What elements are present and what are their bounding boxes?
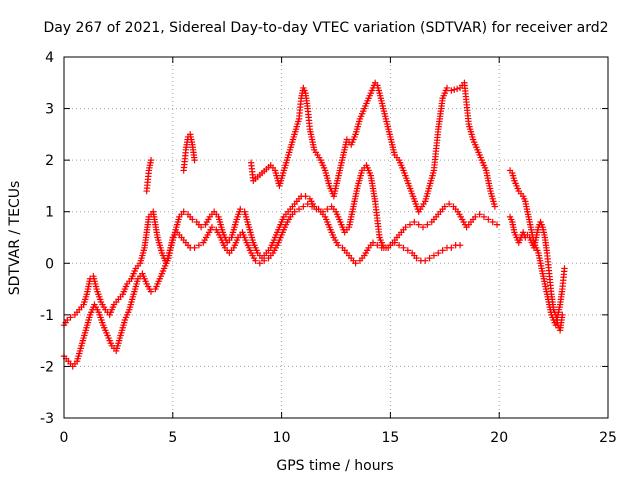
x-tick-label: 0 xyxy=(60,430,69,446)
data-point xyxy=(430,252,438,259)
data-point xyxy=(191,156,198,164)
data-point xyxy=(411,218,418,226)
data-point xyxy=(374,242,381,249)
data-point xyxy=(334,242,342,249)
data-point xyxy=(382,244,390,252)
data-point xyxy=(308,203,316,210)
data-point xyxy=(419,223,427,231)
data-point xyxy=(453,85,461,93)
x-tick-label: 25 xyxy=(599,430,617,446)
plot-frame xyxy=(63,56,609,419)
x-tick-label: 15 xyxy=(381,430,399,446)
data-point xyxy=(180,208,187,215)
data-point xyxy=(476,211,483,218)
data-point xyxy=(352,260,359,267)
data-point xyxy=(445,200,453,208)
data-point xyxy=(189,216,196,223)
points-layer xyxy=(60,79,568,370)
data-point xyxy=(195,242,203,249)
data-point xyxy=(147,156,155,164)
data-point xyxy=(400,244,407,252)
y-tick-label: 0 xyxy=(45,256,54,272)
data-point xyxy=(67,314,74,321)
data-point xyxy=(480,213,488,221)
data-point xyxy=(439,247,446,254)
x-tick-label: 10 xyxy=(273,430,291,446)
data-point xyxy=(441,203,448,210)
data-point xyxy=(402,223,409,231)
data-point xyxy=(456,242,464,249)
data-point xyxy=(260,257,268,264)
data-point xyxy=(302,193,309,200)
data-point xyxy=(191,244,198,252)
chart-title: Day 267 of 2021, Sidereal Day-to-day VTE… xyxy=(43,20,608,36)
x-tick-label: 20 xyxy=(490,430,508,446)
data-point xyxy=(489,218,496,226)
y-tick-label: -1 xyxy=(40,308,54,324)
data-point xyxy=(295,205,303,213)
x-axis-label: GPS time / hours xyxy=(276,458,393,474)
data-point xyxy=(485,216,492,223)
data-point xyxy=(313,205,320,213)
axis-ticks xyxy=(63,56,609,419)
y-tick-label: -2 xyxy=(40,359,54,375)
data-point xyxy=(369,239,377,246)
data-point xyxy=(422,257,429,264)
y-tick-label: 1 xyxy=(45,205,54,221)
data-point xyxy=(561,265,568,272)
data-point xyxy=(559,311,566,319)
data-point xyxy=(426,254,433,262)
y-tick-labels: -3 -2 -1 0 1 2 3 4 xyxy=(40,50,54,427)
data-point xyxy=(395,242,403,249)
data-point xyxy=(406,221,414,228)
data-point xyxy=(147,288,155,295)
data-point xyxy=(391,239,398,246)
data-point xyxy=(387,242,394,249)
data-point xyxy=(208,223,216,231)
y-axis-label: SDTVAR / TECUs xyxy=(7,181,23,296)
data-point xyxy=(443,84,451,92)
y-tick-label: -3 xyxy=(40,411,54,427)
x-tick-label: 5 xyxy=(168,430,177,446)
data-point xyxy=(472,213,479,221)
data-point xyxy=(291,208,298,215)
data-point xyxy=(493,221,501,228)
data-point xyxy=(448,87,455,94)
data-point xyxy=(256,260,264,267)
data-point xyxy=(64,316,71,324)
data-point xyxy=(448,244,455,252)
data-point xyxy=(415,221,422,228)
data-point xyxy=(197,223,205,231)
data-point xyxy=(491,203,499,210)
data-point xyxy=(304,200,311,208)
data-point xyxy=(404,247,412,254)
data-point xyxy=(435,249,442,257)
data-point xyxy=(451,86,458,93)
data-point xyxy=(252,257,259,264)
data-point xyxy=(237,205,244,213)
data-point xyxy=(300,203,307,210)
data-point xyxy=(424,221,431,228)
data-point xyxy=(413,254,420,262)
y-tick-label: 4 xyxy=(45,50,54,66)
x-tick-labels: 0 5 10 15 20 25 xyxy=(60,430,617,446)
data-point xyxy=(324,205,331,213)
y-tick-label: 3 xyxy=(45,102,54,118)
y-tick-label: 2 xyxy=(45,153,54,169)
